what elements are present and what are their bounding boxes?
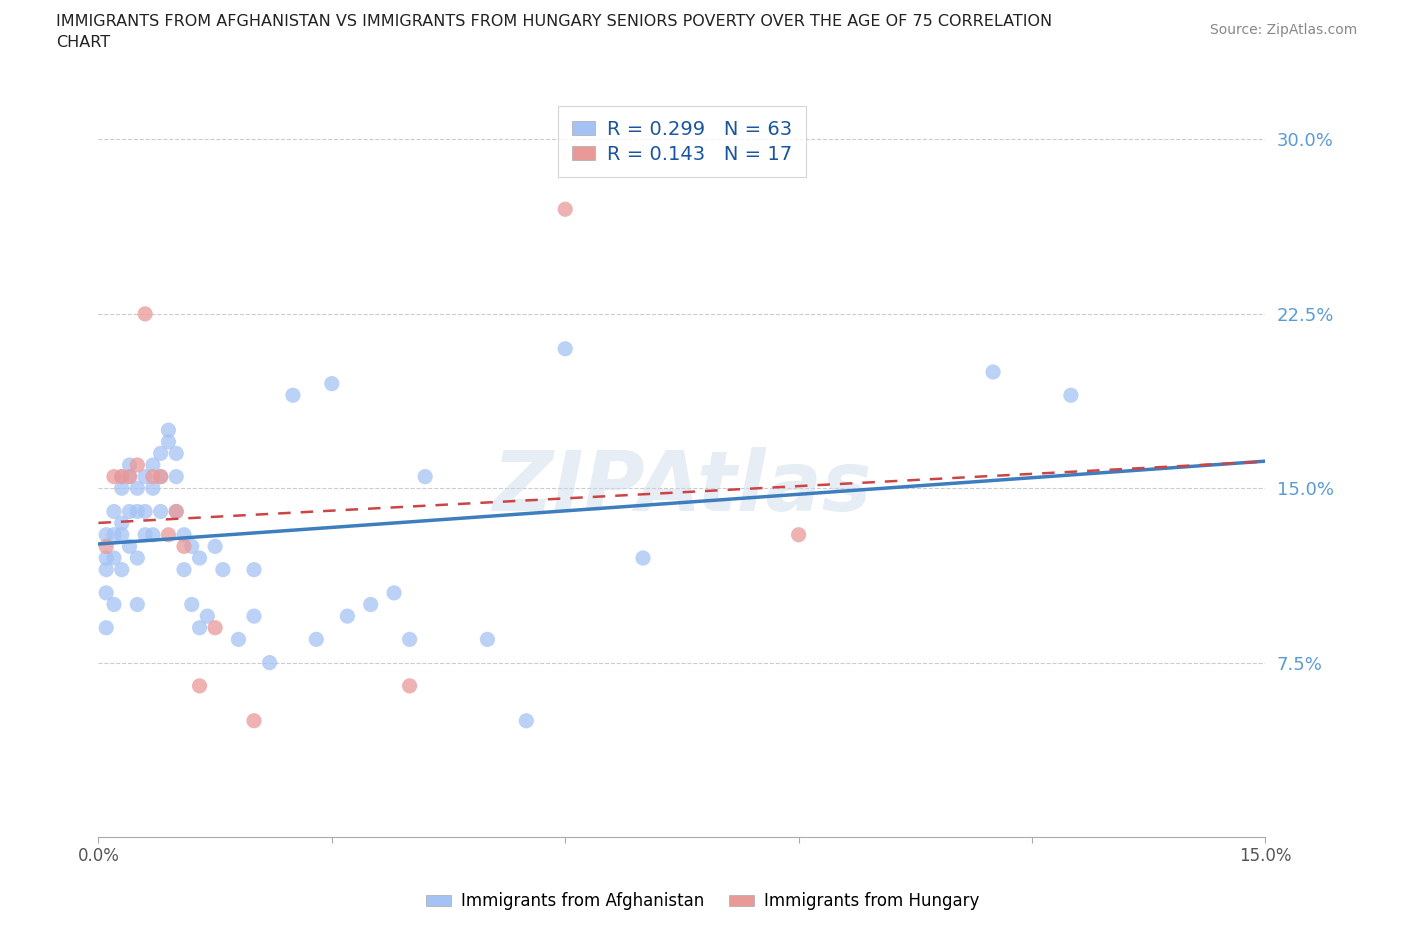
Point bbox=[398, 679, 420, 694]
Point bbox=[111, 562, 134, 577]
Point bbox=[127, 597, 149, 612]
Point bbox=[554, 202, 576, 217]
Text: CHART: CHART bbox=[56, 35, 110, 50]
Point bbox=[118, 458, 141, 472]
Point bbox=[554, 341, 576, 356]
Point bbox=[142, 481, 165, 496]
Text: Source: ZipAtlas.com: Source: ZipAtlas.com bbox=[1209, 23, 1357, 37]
Point bbox=[142, 469, 165, 484]
Point bbox=[515, 713, 537, 728]
Point bbox=[413, 469, 436, 484]
Point bbox=[212, 562, 235, 577]
Point bbox=[981, 365, 1004, 379]
Point bbox=[127, 458, 149, 472]
Point bbox=[165, 504, 187, 519]
Point bbox=[165, 504, 187, 519]
Point bbox=[118, 469, 141, 484]
Point bbox=[149, 445, 172, 460]
Point bbox=[631, 551, 654, 565]
Point bbox=[149, 504, 172, 519]
Point bbox=[96, 551, 118, 565]
Point bbox=[281, 388, 304, 403]
Point bbox=[228, 632, 250, 647]
Point bbox=[118, 539, 141, 554]
Point bbox=[305, 632, 328, 647]
Point bbox=[111, 469, 134, 484]
Point bbox=[118, 469, 141, 484]
Point bbox=[321, 376, 343, 391]
Point bbox=[243, 609, 266, 624]
Point bbox=[142, 527, 165, 542]
Point bbox=[173, 539, 195, 554]
Point bbox=[477, 632, 499, 647]
Point bbox=[103, 469, 125, 484]
Point bbox=[103, 551, 125, 565]
Point bbox=[134, 307, 156, 322]
Legend: R = 0.299   N = 63, R = 0.143   N = 17: R = 0.299 N = 63, R = 0.143 N = 17 bbox=[558, 106, 806, 178]
Point bbox=[96, 539, 118, 554]
Point bbox=[243, 713, 266, 728]
Point bbox=[1060, 388, 1083, 403]
Point bbox=[149, 469, 172, 484]
Point bbox=[127, 551, 149, 565]
Point bbox=[134, 469, 156, 484]
Text: ZIPAtlas: ZIPAtlas bbox=[492, 446, 872, 528]
Point bbox=[96, 562, 118, 577]
Point bbox=[96, 586, 118, 601]
Point bbox=[165, 469, 187, 484]
Point bbox=[382, 586, 405, 601]
Text: IMMIGRANTS FROM AFGHANISTAN VS IMMIGRANTS FROM HUNGARY SENIORS POVERTY OVER THE : IMMIGRANTS FROM AFGHANISTAN VS IMMIGRANT… bbox=[56, 14, 1052, 29]
Point bbox=[787, 527, 810, 542]
Point bbox=[127, 504, 149, 519]
Point bbox=[188, 551, 211, 565]
Point bbox=[360, 597, 382, 612]
Legend: Immigrants from Afghanistan, Immigrants from Hungary: Immigrants from Afghanistan, Immigrants … bbox=[419, 885, 987, 917]
Point bbox=[149, 469, 172, 484]
Point bbox=[336, 609, 359, 624]
Point bbox=[142, 458, 165, 472]
Point bbox=[157, 422, 180, 438]
Point bbox=[134, 527, 156, 542]
Point bbox=[173, 527, 195, 542]
Point bbox=[259, 656, 281, 671]
Point bbox=[103, 527, 125, 542]
Point bbox=[165, 445, 187, 460]
Point bbox=[157, 434, 180, 449]
Point bbox=[204, 539, 226, 554]
Point bbox=[188, 679, 211, 694]
Point bbox=[157, 527, 180, 542]
Point bbox=[134, 504, 156, 519]
Point bbox=[195, 609, 218, 624]
Point bbox=[180, 597, 202, 612]
Point bbox=[398, 632, 420, 647]
Point bbox=[96, 620, 118, 635]
Point bbox=[173, 562, 195, 577]
Point bbox=[103, 504, 125, 519]
Point bbox=[180, 539, 202, 554]
Point bbox=[111, 469, 134, 484]
Point bbox=[188, 620, 211, 635]
Point bbox=[204, 620, 226, 635]
Point bbox=[243, 562, 266, 577]
Point bbox=[118, 504, 141, 519]
Point bbox=[111, 515, 134, 530]
Point bbox=[111, 481, 134, 496]
Point bbox=[111, 527, 134, 542]
Point bbox=[103, 597, 125, 612]
Point bbox=[127, 481, 149, 496]
Point bbox=[96, 527, 118, 542]
